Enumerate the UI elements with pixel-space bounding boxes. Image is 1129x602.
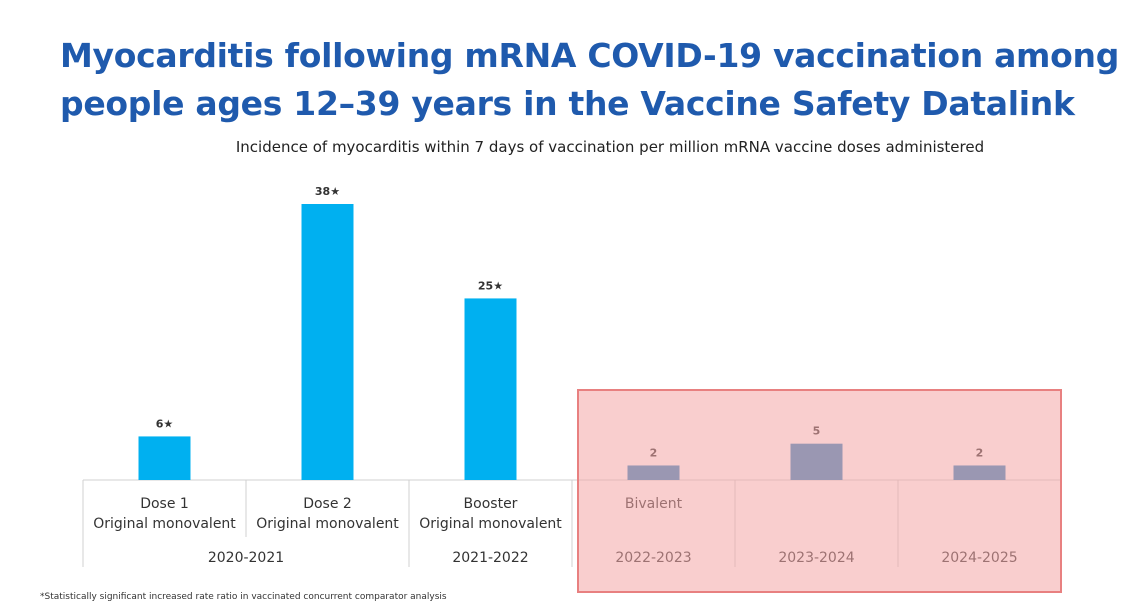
highlight-box [577,389,1062,593]
data-label-3: 25★ [478,279,503,292]
data-label-1: 6★ [156,417,174,430]
footnote: *Statistically significant increased rat… [40,592,447,602]
data-label-2: 38★ [315,185,340,198]
bar-2 [301,204,354,480]
bar-3 [464,298,517,480]
category-label-1: Original monovalent [93,516,236,532]
category-label-1: Dose 1 [140,496,189,512]
category-label-3: Booster [464,496,518,512]
year-group-label-2: 2021-2022 [452,550,528,566]
category-label-2: Dose 2 [303,496,352,512]
category-label-2: Original monovalent [256,516,399,532]
bar-1 [138,436,191,480]
year-group-label-1: 2020-2021 [208,550,284,566]
chart-title: Incidence of myocarditis within 7 days o… [235,138,985,156]
slide-title: Myocarditis following mRNA COVID-19 vacc… [60,36,1120,123]
category-label-3: Original monovalent [419,516,562,532]
